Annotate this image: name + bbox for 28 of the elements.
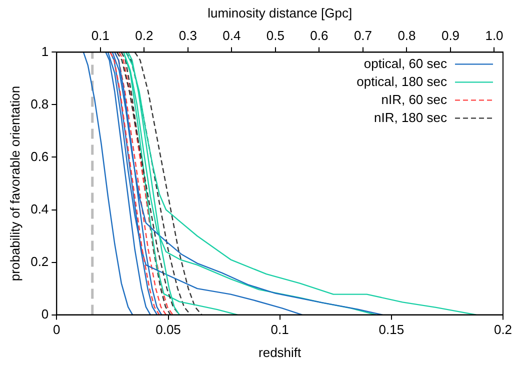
y-tick-label: 1 xyxy=(41,44,49,59)
legend-label: nIR, 60 sec xyxy=(381,92,448,107)
x-tick-label: 0.15 xyxy=(378,322,404,338)
y-tick-label: 0.6 xyxy=(30,148,49,164)
x-tick-label: 0.1 xyxy=(270,322,289,338)
legend-label: optical, 60 sec xyxy=(364,56,448,71)
x2-axis-title: luminosity distance [Gpc] xyxy=(208,5,352,20)
x2-tick-label: 0.3 xyxy=(178,28,197,43)
y-tick-label: 0.4 xyxy=(30,201,49,216)
x-tick-label: 0.05 xyxy=(156,322,181,338)
x-axis-title: redshift xyxy=(258,344,302,360)
x2-tick-label: 0.1 xyxy=(91,28,110,43)
x2-tick-label: 1.0 xyxy=(485,28,504,43)
x-tick-label: 0.2 xyxy=(494,322,512,338)
legend-label: nIR, 180 sec xyxy=(374,110,448,125)
x-tick-label: 0 xyxy=(53,322,60,338)
y-tick-label: 0.8 xyxy=(30,96,49,112)
x2-tick-label: 0.2 xyxy=(135,28,154,43)
y-tick-label: 0 xyxy=(41,306,49,322)
legend-label: optical, 180 sec xyxy=(356,74,448,89)
x2-tick-label: 0.7 xyxy=(354,28,372,43)
x2-tick-label: 0.4 xyxy=(222,28,241,43)
x2-tick-label: 0.6 xyxy=(310,28,328,43)
y-axis-title: probability of favorable orientation xyxy=(7,86,22,282)
y-tick-label: 0.2 xyxy=(30,254,49,269)
x2-tick-label: 0.9 xyxy=(441,28,460,43)
x2-tick-label: 0.8 xyxy=(398,28,416,43)
x2-tick-label: 0.5 xyxy=(266,28,284,43)
